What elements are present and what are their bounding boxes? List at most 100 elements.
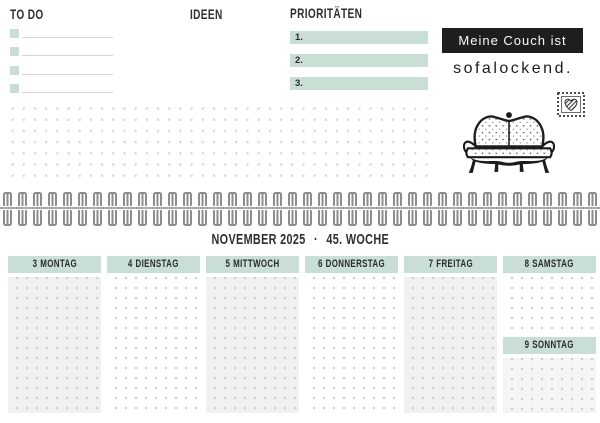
- quote-line1: Meine Couch ist: [458, 33, 567, 48]
- day-date: 4: [128, 258, 133, 270]
- day-name: Dienstag: [135, 258, 179, 270]
- ideen-heading: Ideen: [190, 6, 235, 22]
- spiral-ring: [513, 190, 522, 228]
- spiral-ring: [468, 190, 477, 228]
- quote-line2: sofalockend.: [453, 60, 573, 77]
- prioritaeten-list: 1. 2. 3.: [0, 0, 440, 100]
- day-date: 3: [32, 258, 38, 270]
- todo-checkbox-icon[interactable]: [10, 84, 19, 93]
- day-header-sonntag: 9 Sonntag: [503, 337, 596, 354]
- priority-number: 3.: [295, 78, 303, 89]
- priority-field-3[interactable]: 3.: [290, 77, 428, 90]
- spiral-ring: [258, 190, 267, 228]
- todo-list: [0, 0, 160, 100]
- spiral-ring: [453, 190, 462, 228]
- day-name: Samstag: [532, 258, 575, 270]
- day-name: Donnerstag: [325, 258, 386, 270]
- title-separator: ·: [313, 231, 318, 248]
- spiral-ring: [138, 190, 147, 228]
- todo-item[interactable]: [10, 47, 150, 57]
- spiral-ring: [198, 190, 207, 228]
- todo-checkbox-icon[interactable]: [10, 47, 19, 56]
- todo-write-line[interactable]: [22, 37, 113, 38]
- priority-number: 2.: [295, 55, 303, 66]
- todo-write-line[interactable]: [22, 55, 113, 56]
- spiral-ring: [558, 190, 567, 228]
- day-notes-freitag[interactable]: [404, 277, 497, 413]
- spiral-ring: [273, 190, 282, 228]
- heart-stamp-icon: [557, 92, 585, 117]
- day-header-mittwoch: 5 Mittwoch: [206, 256, 299, 273]
- todo-checkbox-icon[interactable]: [10, 29, 19, 38]
- day-date: 7: [428, 258, 434, 270]
- day-notes-donnerstag[interactable]: [305, 277, 398, 413]
- notes-dot-grid[interactable]: [5, 99, 433, 182]
- spiral-ring: [393, 190, 402, 228]
- todo-write-line[interactable]: [22, 92, 113, 93]
- prioritaeten-heading: Prioritäten: [290, 5, 390, 21]
- spiral-ring: [108, 190, 117, 228]
- spiral-ring: [243, 190, 252, 228]
- priority-field-1[interactable]: 1.: [290, 31, 428, 44]
- day-name: Sonntag: [532, 339, 575, 351]
- day-header-freitag: 7 Freitag: [404, 256, 497, 273]
- spiral-ring: [78, 190, 87, 228]
- spiral-ring: [168, 190, 177, 228]
- spiral-ring: [183, 190, 192, 228]
- spiral-ring: [18, 190, 27, 228]
- day-date: 9: [524, 339, 530, 351]
- spiral-rings: [0, 190, 600, 228]
- week-title: November 2025 · 45. Woche: [0, 231, 600, 248]
- spiral-binding: [0, 190, 600, 228]
- page-edge-line: [0, 207, 600, 209]
- day-header-montag: 3 Montag: [8, 256, 101, 273]
- spiral-ring: [333, 190, 342, 228]
- spiral-ring: [543, 190, 552, 228]
- day-notes-mittwoch[interactable]: [206, 277, 299, 413]
- priority-number: 1.: [295, 32, 303, 43]
- spiral-ring: [48, 190, 57, 228]
- day-name: Freitag: [435, 258, 473, 270]
- day-header-samstag: 8 Samstag: [503, 256, 596, 273]
- day-name: Montag: [39, 258, 77, 270]
- spiral-ring: [213, 190, 222, 228]
- spiral-ring: [228, 190, 237, 228]
- day-name: Mittwoch: [233, 258, 280, 270]
- spiral-ring: [363, 190, 372, 228]
- spiral-ring: [63, 190, 72, 228]
- spiral-ring: [303, 190, 312, 228]
- spiral-ring: [528, 190, 537, 228]
- day-notes-montag[interactable]: [8, 277, 101, 413]
- day-date: 6: [318, 258, 323, 270]
- todo-item[interactable]: [10, 84, 150, 94]
- spiral-ring: [153, 190, 162, 228]
- spiral-ring: [33, 190, 42, 228]
- todo-checkbox-icon[interactable]: [10, 66, 19, 75]
- spiral-ring: [348, 190, 357, 228]
- spiral-ring: [93, 190, 102, 228]
- day-header-dienstag: 4 Dienstag: [107, 256, 200, 273]
- day-notes-samstag[interactable]: [503, 277, 596, 332]
- spiral-ring: [573, 190, 582, 228]
- priority-field-2[interactable]: 2.: [290, 54, 428, 67]
- spiral-ring: [588, 190, 597, 228]
- spiral-ring: [123, 190, 132, 228]
- ideen-heading-label: Ideen: [190, 6, 223, 22]
- todo-item[interactable]: [10, 66, 150, 76]
- spiral-ring: [378, 190, 387, 228]
- spiral-ring: [498, 190, 507, 228]
- day-header-donnerstag: 6 Donnerstag: [305, 256, 398, 273]
- todo-heading: To Do: [10, 6, 57, 22]
- spiral-ring: [318, 190, 327, 228]
- day-notes-sonntag[interactable]: [503, 358, 596, 413]
- vintage-sofa-illustration: [462, 112, 556, 173]
- spiral-ring: [408, 190, 417, 228]
- day-date: 8: [524, 258, 530, 270]
- todo-heading-label: To Do: [10, 6, 44, 22]
- week-number-label: 45. Woche: [326, 231, 389, 248]
- todo-item[interactable]: [10, 29, 150, 39]
- quote-banner: Meine Couch ist: [442, 28, 583, 53]
- todo-write-line[interactable]: [22, 74, 113, 75]
- day-notes-dienstag[interactable]: [107, 277, 200, 413]
